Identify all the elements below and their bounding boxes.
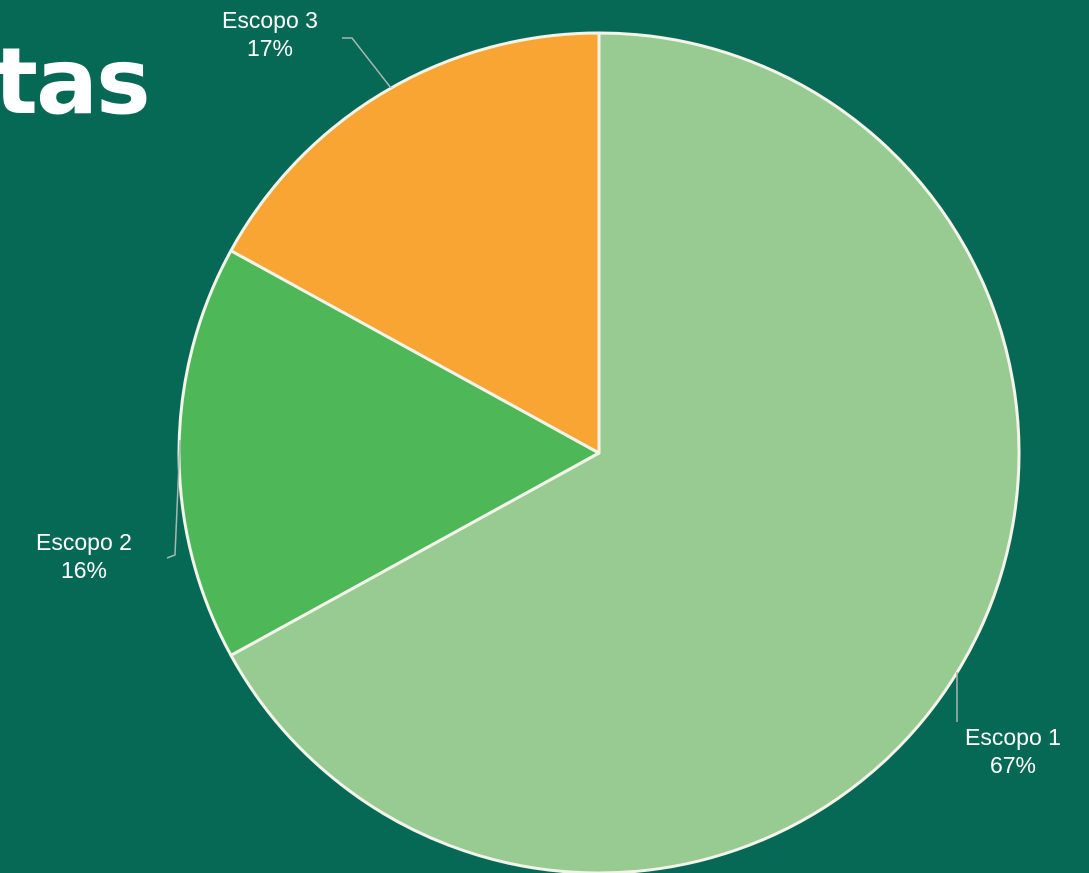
slice-label-escopo-1: Escopo 1 [965, 724, 1061, 750]
page-title-fragment: tas [0, 28, 151, 135]
pie-slice-escopo-3 [229, 31, 601, 455]
leader-line-escopo-2 [166, 439, 181, 559]
slice-value-escopo-3: 17% [247, 35, 293, 61]
slice-value-escopo-1: 67% [990, 752, 1036, 778]
slice-value-escopo-2: 16% [61, 557, 107, 583]
pie-slice-escopo-1 [229, 31, 1021, 873]
slice-labels: Escopo 167% Escopo 216% Escopo 317% [36, 7, 1061, 778]
leader-line-escopo-3 [342, 37, 392, 89]
slice-label-escopo-2: Escopo 2 [36, 529, 132, 555]
pie-slices [177, 31, 1021, 873]
leader-lines [166, 37, 958, 722]
slice-label-escopo-3: Escopo 3 [222, 7, 318, 33]
